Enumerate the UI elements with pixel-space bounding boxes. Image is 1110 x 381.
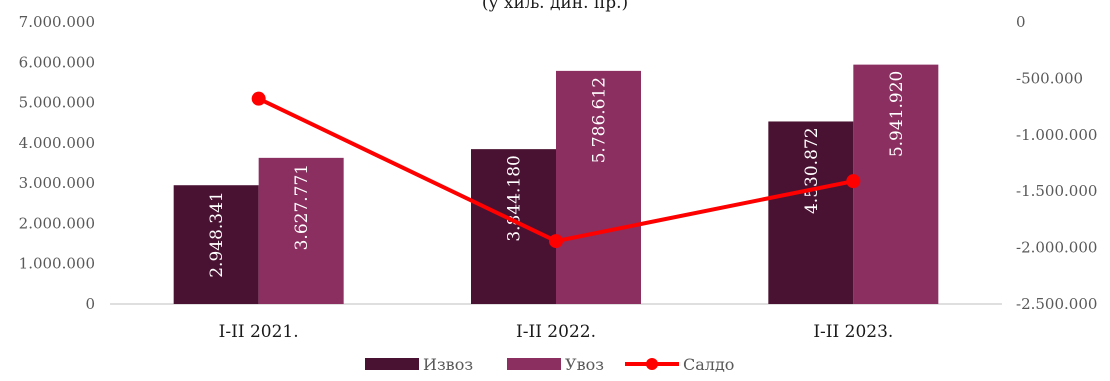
left-axis: 0 1.000.000 2.000.000 3.000.000 4.000.000 5.0… [19,13,95,313]
line-point [846,174,861,189]
x-tick-label: I-II 2022. [516,322,596,342]
line-point [549,234,563,249]
legend-label: Извоз [423,355,473,374]
bar-data-label: 2.948.341 [207,191,227,278]
line-series [251,91,861,249]
bars [173,64,939,305]
right-tick-label: -1.000.000 [1016,126,1097,144]
left-tick-label: 4.000.000 [19,134,95,152]
right-tick-label: -500.000 [1016,69,1083,87]
legend-label: Салдо [683,355,734,374]
right-tick-label: -2.000.000 [1016,239,1097,257]
line-point [251,91,266,106]
x-tick-label: I-II 2023. [813,322,893,342]
left-tick-label: 0 [85,295,95,313]
left-tick-label: 7.000.000 [19,13,95,31]
right-tick-label: -1.500.000 [1016,182,1097,200]
chart-title: (у хиљ. дин. пр.) [482,0,628,13]
x-tick-label: I-II 2021. [219,322,299,342]
legend: Извоз Увоз Салдо [365,355,734,374]
left-tick-label: 2.000.000 [19,214,95,232]
left-tick-label: 3.000.000 [19,174,95,192]
bar-data-label: 4.530.872 [802,127,822,214]
bar-Увоз [853,64,939,304]
left-tick-label: 6.000.000 [19,53,95,71]
legend-label: Увоз [565,355,604,374]
right-tick-label: 0 [1016,13,1026,31]
legend-swatch [507,358,561,370]
legend-swatch [365,358,419,370]
x-axis: I-II 2021. I-II 2022. I-II 2023. [219,322,894,342]
bar-data-label: 5.941.920 [887,71,907,158]
right-tick-label: -2.500.000 [1016,295,1097,313]
bar-Извоз [471,149,556,304]
bar-data-label: 3.627.771 [292,164,312,251]
left-tick-label: 5.000.000 [19,94,95,112]
legend-marker [646,358,658,370]
bar-Извоз [173,185,259,304]
bar-Увоз [556,70,641,304]
bar-Увоз [258,157,344,304]
right-axis: 0 -500.000 -1.000.000 -1.500.000 -2.000.000 -… [1016,13,1097,313]
bar-data-label: 3.844.180 [505,155,525,242]
left-tick-label: 1.000.000 [19,255,95,273]
bar-labels: 2.948.341 3.627.771 3.844.180 5.786.612 4.53… [207,71,907,278]
bar-data-label: 5.786.612 [590,77,610,164]
bar-Извоз [768,121,854,305]
